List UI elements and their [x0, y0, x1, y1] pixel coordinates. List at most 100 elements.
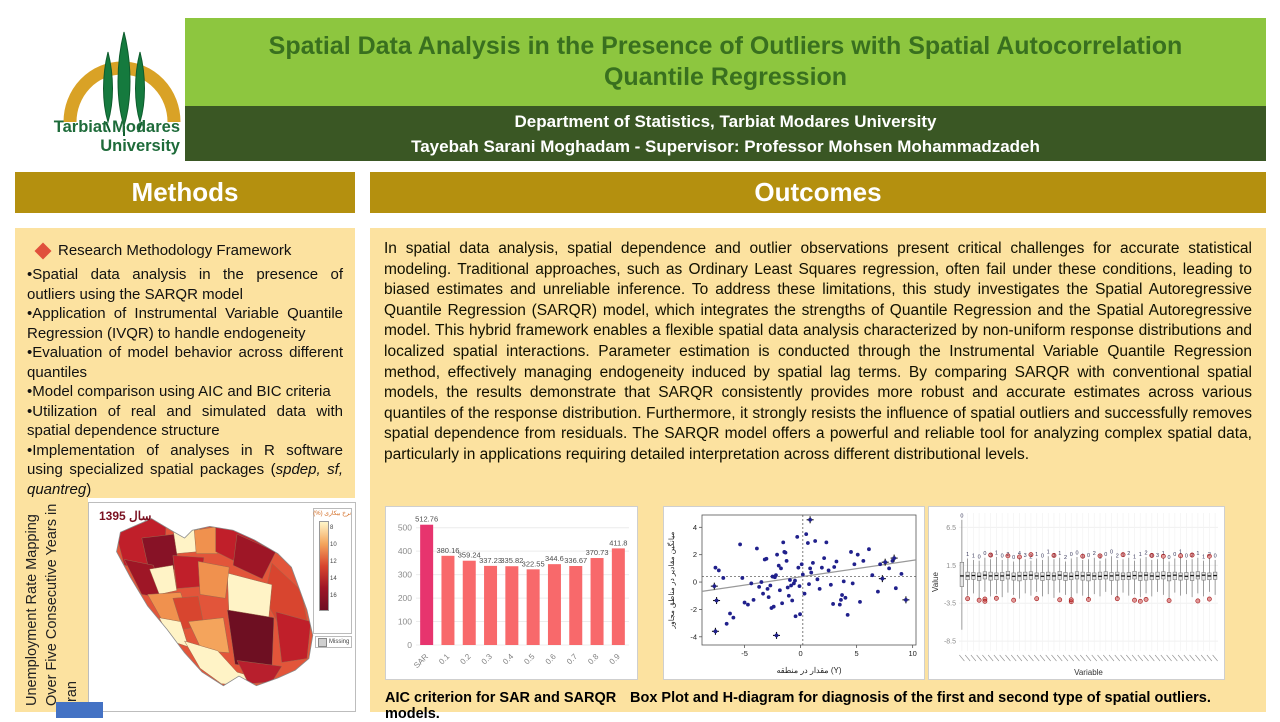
svg-text:2: 2 — [693, 550, 697, 559]
svg-text:1: 1 — [1098, 554, 1101, 560]
h-diagram-scatter-plot: -5 0 5 10 -4 -2 0 2 4 مقدار در منطقه (Y) میانگین م… — [666, 514, 917, 675]
svg-text:0: 0 — [1012, 555, 1015, 561]
svg-text:2: 2 — [1145, 550, 1148, 556]
iran-choropleth-map-panel: سال 1395 نرخ بیکاری (%) 8 10 12 14 16 Missin… — [88, 502, 356, 712]
svg-text:0.7: 0.7 — [565, 652, 580, 667]
poster-title-line2: Quantile Regression — [603, 63, 848, 91]
svg-text:3: 3 — [1156, 553, 1159, 559]
svg-text:370.73: 370.73 — [586, 548, 609, 557]
map-rotated-caption-line: Over Five Consecutive Years in — [43, 503, 60, 706]
poster-title-line1: Spatial Data Analysis in the Presence of… — [268, 32, 1183, 60]
province-patches — [116, 518, 313, 686]
svg-text:1: 1 — [995, 550, 998, 556]
map-legend-missing: Missing — [315, 636, 352, 648]
svg-text:Variable: Variable — [1074, 668, 1103, 677]
methods-heading-label: Methods — [131, 177, 239, 207]
diagnostic-charts-caption: Box Plot and H-diagram for diagnosis of … — [630, 690, 1211, 706]
svg-text:1: 1 — [1179, 550, 1182, 556]
svg-text:0: 0 — [983, 551, 986, 557]
title-band: Spatial Data Analysis in the Presence of… — [185, 18, 1266, 106]
svg-text:1: 1 — [972, 554, 975, 560]
svg-text:0: 0 — [978, 554, 981, 560]
methods-bullet: •Implementation of analyses in R softwar… — [27, 441, 343, 498]
svg-text:میانگین مقادیر در مناطق مجاور: میانگین مقادیر در مناطق مجاور — [666, 532, 676, 630]
svg-text:4: 4 — [1018, 551, 1021, 557]
decorative-blue-box — [56, 702, 103, 718]
svg-text:500: 500 — [398, 523, 412, 533]
framework-title-row: Research Methodology Framework — [34, 242, 343, 259]
affiliation-text: Department of Statistics, Tarbiat Modare… — [514, 111, 937, 131]
svg-text:0: 0 — [1087, 553, 1090, 559]
svg-text:1: 1 — [1196, 551, 1199, 557]
svg-text:1: 1 — [1202, 554, 1205, 560]
svg-text:322.55: 322.55 — [522, 559, 545, 568]
map-legend-tick: 16 — [330, 593, 337, 599]
svg-text:-8.5: -8.5 — [944, 639, 956, 646]
iran-choropleth-map — [116, 518, 314, 687]
svg-text:336.67: 336.67 — [564, 556, 587, 565]
methods-content-box: Research Methodology Framework •Spatial … — [15, 228, 355, 498]
university-logo-icon — [63, 31, 181, 136]
boxplot-panel: 6.51.5-3.5-8.501100310204321013120010210… — [928, 506, 1225, 680]
svg-text:0.5: 0.5 — [522, 652, 537, 667]
svg-text:2: 2 — [1029, 554, 1032, 560]
outcomes-heading-label: Outcomes — [754, 177, 882, 207]
svg-text:335.82: 335.82 — [500, 556, 523, 565]
svg-text:2: 2 — [1064, 555, 1067, 561]
svg-text:Value: Value — [931, 572, 940, 592]
svg-text:0: 0 — [1075, 550, 1078, 556]
map-rotated-caption-line: Unemployment Rate Mapping — [23, 514, 40, 706]
methods-bullet: •Spatial data analysis in the presence o… — [27, 266, 343, 303]
svg-text:337.23: 337.23 — [479, 556, 502, 565]
missing-swatch-icon — [318, 637, 327, 647]
svg-text:10: 10 — [908, 649, 916, 658]
svg-text:1: 1 — [1133, 554, 1136, 560]
aic-bar-chart-panel: 0 100 200 300 400 500 512.76 SAR 380.16 0.1 359.24… — [385, 506, 638, 680]
logo-text: Tarbiat Modares University — [54, 118, 180, 156]
authors-text: Tayebah Sarani Moghadam - Supervisor: Pr… — [411, 136, 1040, 156]
svg-text:359.24: 359.24 — [458, 551, 481, 560]
svg-text:1: 1 — [1047, 550, 1050, 556]
svg-text:0.9: 0.9 — [608, 652, 623, 667]
bar-chart-caption: AIC criterion for SAR and SARQR models. — [385, 690, 617, 722]
svg-text:0: 0 — [693, 578, 697, 587]
map-legend: نرخ بیکاری (%) 8 10 12 14 16 — [313, 508, 352, 634]
svg-text:2: 2 — [1116, 554, 1119, 560]
svg-text:0.1: 0.1 — [437, 652, 452, 667]
svg-text:3: 3 — [1052, 553, 1055, 559]
svg-text:1: 1 — [966, 552, 969, 558]
missing-label: Missing — [329, 639, 350, 645]
outcomes-header: Outcomes — [370, 172, 1266, 213]
svg-text:-5: -5 — [741, 649, 748, 658]
svg-text:5: 5 — [855, 649, 859, 658]
svg-text:0.2: 0.2 — [458, 652, 473, 667]
svg-text:2: 2 — [1127, 551, 1130, 557]
university-logo: Tarbiat Modares University — [22, 10, 182, 162]
svg-text:1: 1 — [1081, 554, 1084, 560]
map-legend-title: نرخ بیکاری (%) — [313, 511, 351, 517]
svg-text:2: 2 — [1006, 552, 1009, 558]
map-legend-tick: 8 — [330, 525, 334, 531]
svg-text:0: 0 — [799, 649, 803, 658]
diamond-icon — [34, 242, 52, 259]
svg-text:344.6: 344.6 — [545, 554, 564, 563]
svg-text:0: 0 — [1070, 552, 1073, 558]
svg-text:1: 1 — [1139, 552, 1142, 558]
methods-bullet: •Model comparison using AIC and BIC crit… — [27, 383, 331, 400]
map-rotated-caption-line: Iran — [63, 681, 80, 706]
methods-list: •Spatial data analysis in the presence o… — [27, 265, 343, 499]
h-diagram-scatter-panel: -5 0 5 10 -4 -2 0 2 4 مقدار در منطقه (Y) میانگین م… — [663, 506, 925, 680]
svg-text:0.4: 0.4 — [501, 652, 516, 667]
svg-text:2: 2 — [1093, 551, 1096, 557]
svg-text:0.6: 0.6 — [544, 652, 559, 667]
methods-header: Methods — [15, 172, 355, 213]
affiliation-band: Department of Statistics, Tarbiat Modare… — [185, 106, 1266, 161]
logo-cypress-trees — [103, 31, 145, 136]
methods-bullet: •Application of Instrumental Variable Qu… — [27, 305, 343, 342]
methods-bullet: •Utilization of real and simulated data … — [27, 402, 343, 440]
svg-text:0: 0 — [1001, 554, 1004, 560]
svg-text:SAR: SAR — [412, 652, 430, 670]
svg-text:0: 0 — [1041, 554, 1044, 560]
outlier-boxplot-chart: 6.51.5-3.5-8.501100310204321013120010210… — [931, 513, 1218, 677]
svg-text:0: 0 — [960, 513, 963, 519]
